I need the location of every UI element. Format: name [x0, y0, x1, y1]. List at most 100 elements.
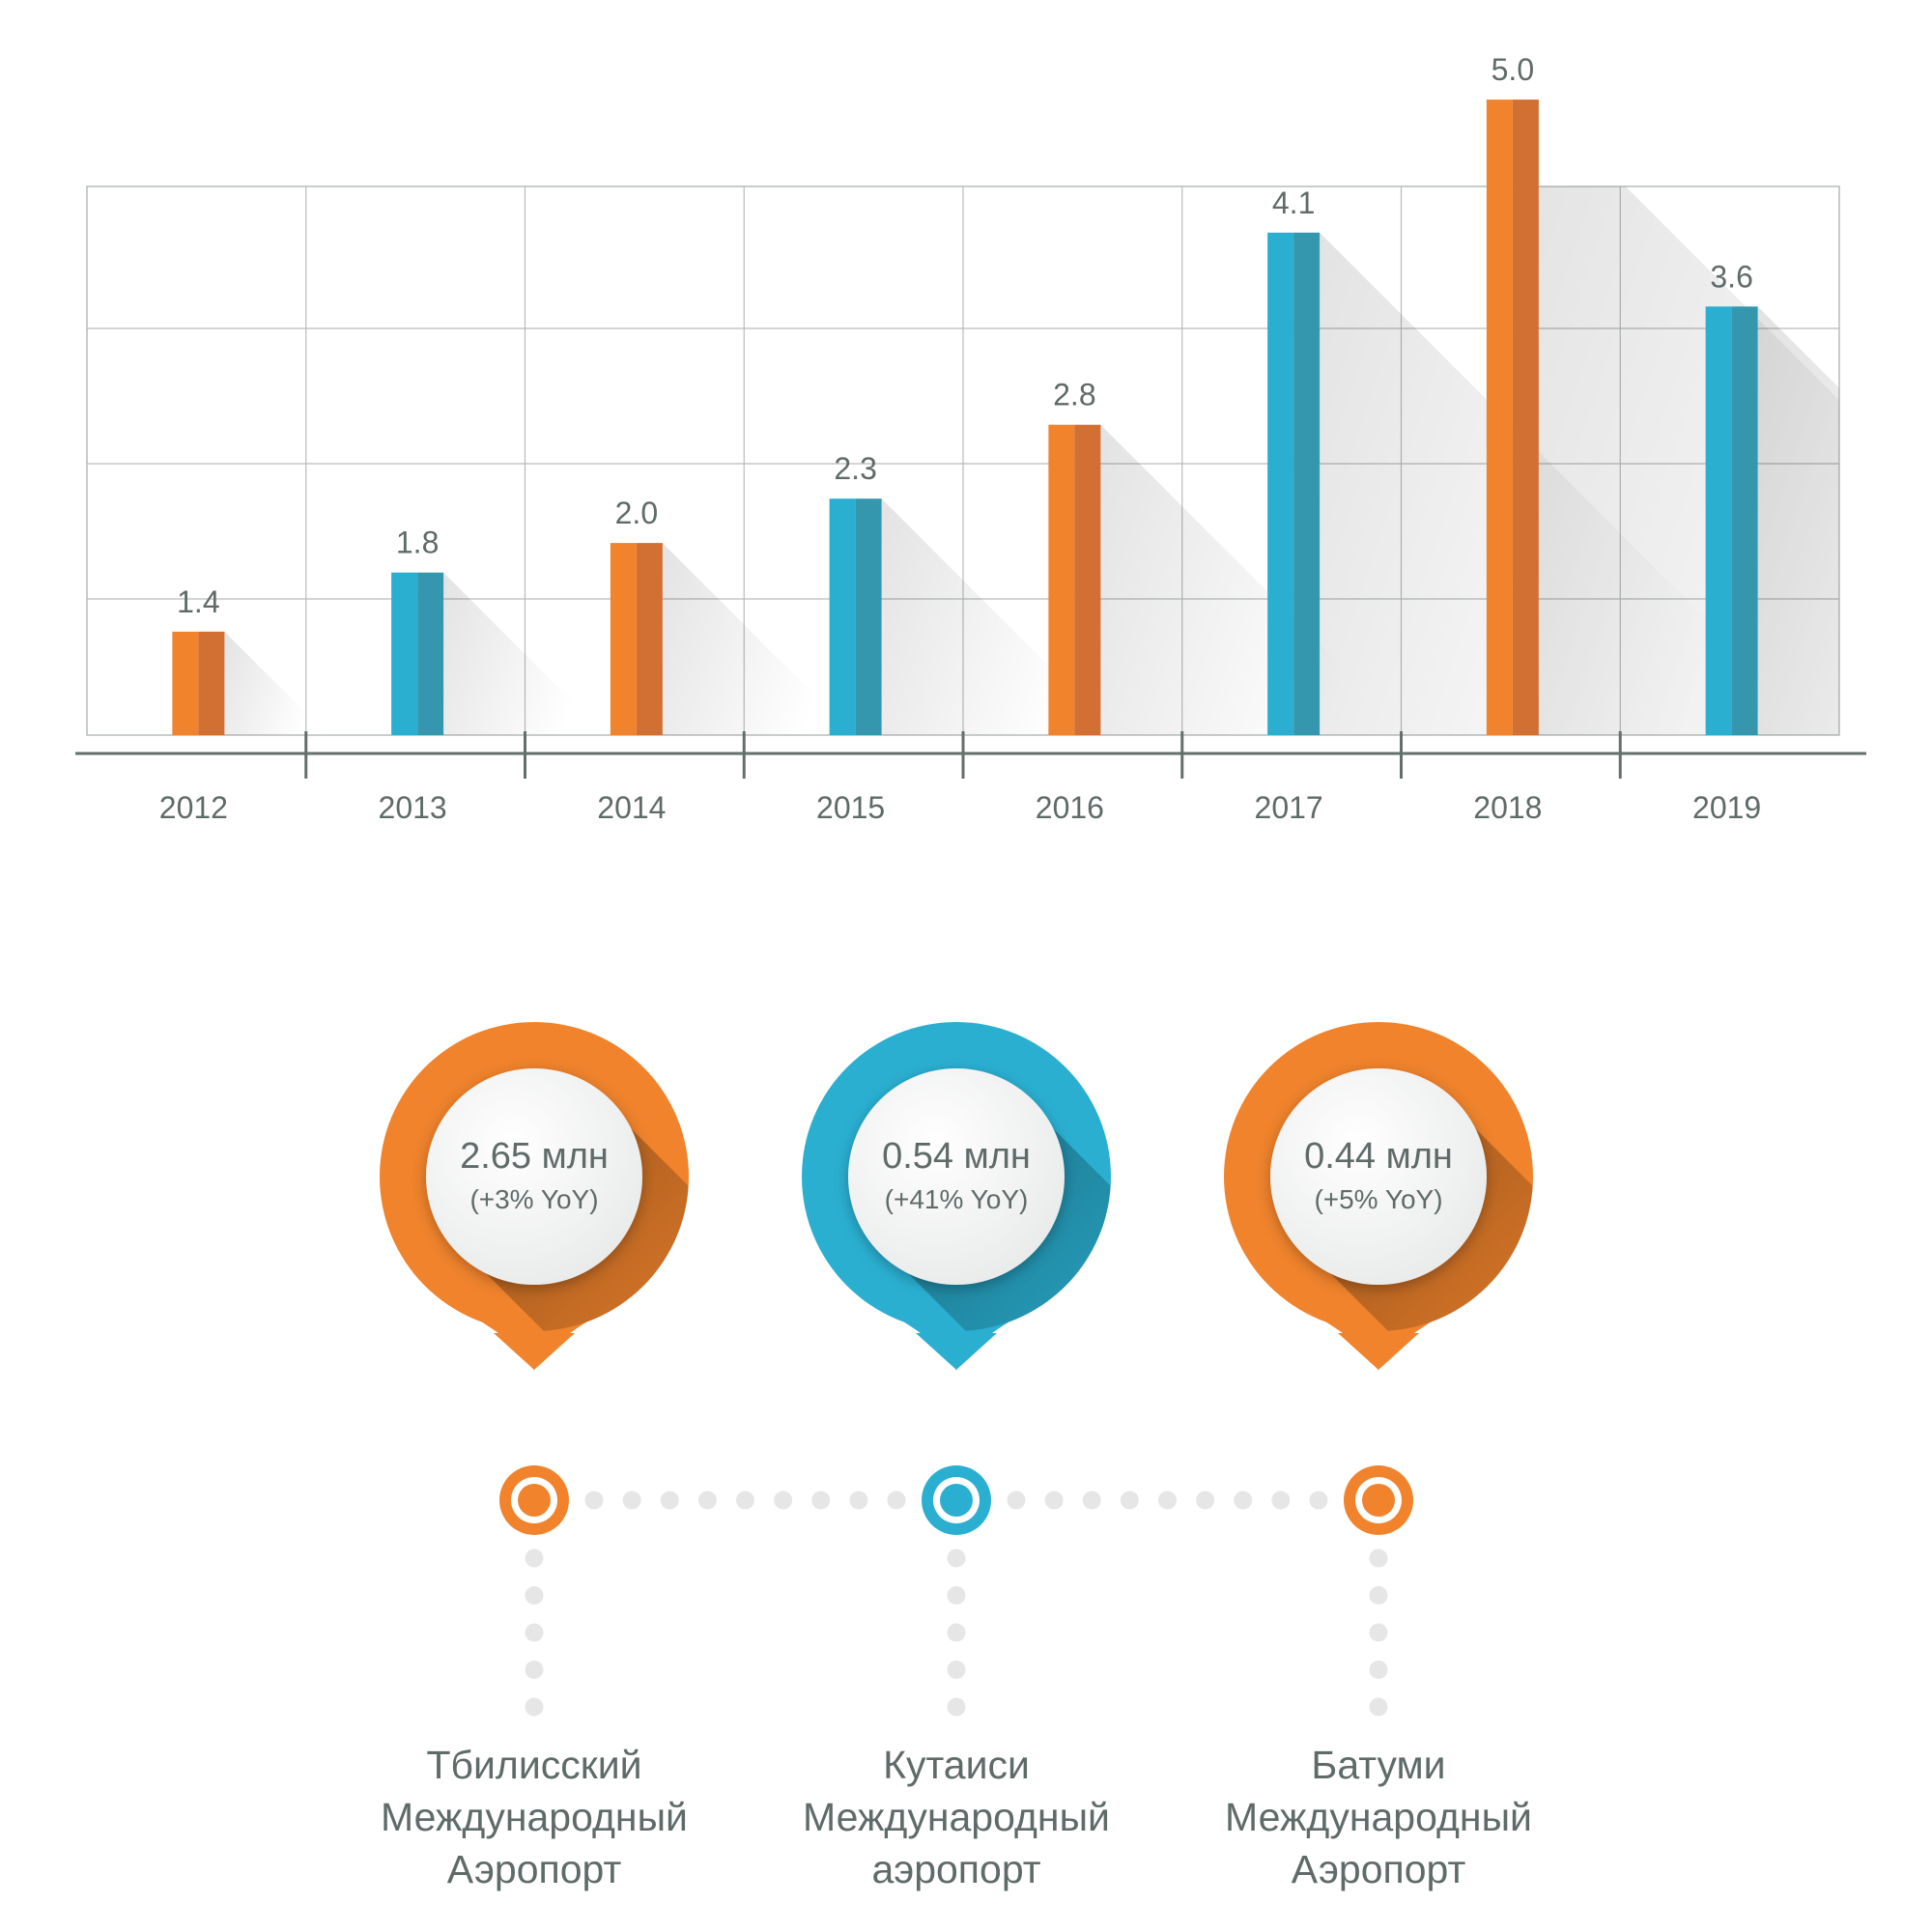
bar-2016 [1048, 424, 1075, 735]
timeline-node [922, 1465, 991, 1535]
tick-label-2013: 2013 [379, 790, 447, 825]
pin-inner-circle [426, 1068, 642, 1285]
connector-dot [1044, 1491, 1064, 1510]
bar-2018 [1486, 99, 1513, 736]
connector-dot [1120, 1491, 1139, 1510]
pin-yoy: (+41% YoY) [884, 1184, 1029, 1214]
x-axis: 2012 2013 2014 2015 2016 2017 2018 2019 [75, 731, 1866, 825]
tick-label-2017: 2017 [1255, 790, 1323, 825]
bar-side-2012 [198, 631, 225, 735]
tick-label-2015: 2015 [816, 790, 885, 825]
bar-side-2017 [1293, 232, 1321, 736]
airport-name-line: Международный [1225, 1795, 1532, 1839]
pin-yoy: (+5% YoY) [1314, 1184, 1443, 1214]
connector-dot [1369, 1548, 1388, 1568]
bars: 1.4 1.8 2.0 2.3 2.8 4.1 5.0 3.6 [172, 52, 1758, 736]
connector-dot [697, 1491, 717, 1510]
connector-dot [1007, 1491, 1026, 1510]
connector-dot [622, 1491, 641, 1510]
connector-dot [947, 1661, 966, 1679]
airport-name-line: Батуми [1311, 1743, 1446, 1787]
connector-dot [849, 1491, 868, 1510]
pin-tip [494, 1333, 575, 1370]
data-label-2015: 2.3 [834, 451, 876, 486]
data-label-2016: 2.8 [1053, 378, 1095, 412]
connector-dot [947, 1548, 966, 1568]
pin-value: 0.44 млн [1304, 1136, 1453, 1177]
data-label-2013: 1.8 [396, 526, 439, 560]
pin-tip [916, 1333, 997, 1370]
bar-side-2019 [1731, 306, 1758, 735]
airport-pin-tbilisi: 2.65 млн (+3% YoY) [380, 1022, 689, 1370]
connector-dot [525, 1697, 544, 1717]
map-pin [1224, 1022, 1533, 1372]
node-core [1362, 1484, 1395, 1517]
connector-dot [887, 1491, 906, 1510]
connector-dot [525, 1548, 544, 1568]
bar-2019 [1705, 306, 1732, 735]
connector-dot [1369, 1697, 1388, 1717]
connector-dot [1082, 1491, 1101, 1510]
node-core [940, 1484, 973, 1517]
timeline-node [1344, 1465, 1413, 1535]
connector-dot [584, 1491, 604, 1510]
airport-pins [380, 1022, 1533, 1372]
bar-side-2018 [1512, 99, 1539, 736]
bar-side-2015 [855, 498, 882, 735]
connector-dot [1158, 1491, 1177, 1510]
data-label-2018: 5.0 [1492, 52, 1534, 87]
connector-dot [1234, 1491, 1253, 1510]
airport-name-line: Кутаиси [883, 1743, 1030, 1787]
tick-label-2012: 2012 [159, 790, 228, 825]
connector-dot [947, 1697, 966, 1717]
pin-inner-circle [1270, 1068, 1487, 1285]
airport-pin-batumi: 0.44 млн (+5% YoY) [1224, 1022, 1533, 1370]
airport-name-line: аэропорт [871, 1847, 1041, 1891]
airport-name-line: Тбилисский [426, 1743, 642, 1787]
bar-shadow [224, 631, 324, 735]
node-core [518, 1484, 551, 1517]
connector-dot [1369, 1586, 1388, 1605]
timeline-node [499, 1465, 569, 1535]
airport-pin-kutaisi: 0.54 млн (+41% YoY) [802, 1022, 1111, 1370]
data-label-2012: 1.4 [177, 584, 219, 619]
bar-2013 [391, 572, 418, 735]
airport-name-line: Международный [381, 1795, 688, 1839]
airport-name-tbilisi: Тбилисский Международный Аэропорт [331, 1739, 737, 1895]
connector-dot [1196, 1491, 1215, 1510]
pin-inner-circle [848, 1068, 1065, 1285]
tick-label-2018: 2018 [1473, 790, 1542, 825]
connector-dot [1369, 1661, 1388, 1679]
connector-dot [736, 1491, 754, 1510]
connector-dot [1271, 1491, 1291, 1510]
airport-name-line: Аэропорт [446, 1847, 622, 1891]
bar-2012 [172, 631, 199, 735]
connector-dot [525, 1623, 544, 1642]
airport-name-line: Аэропорт [1291, 1847, 1466, 1891]
pin-value: 0.54 млн [882, 1136, 1031, 1177]
map-pin [802, 1022, 1111, 1372]
connector-dot [660, 1491, 679, 1510]
pin-value: 2.65 млн [460, 1136, 609, 1177]
tick-label-2019: 2019 [1692, 790, 1761, 825]
connector-dot [811, 1491, 831, 1510]
tick-label-2016: 2016 [1036, 790, 1104, 825]
airport-name-line: Международный [803, 1795, 1110, 1839]
bar-2017 [1267, 232, 1294, 736]
bar-side-2013 [417, 572, 444, 735]
pin-yoy: (+3% YoY) [469, 1184, 599, 1214]
data-label-2019: 3.6 [1710, 259, 1752, 294]
connector-dot [1309, 1491, 1328, 1510]
connector-dot [947, 1586, 966, 1605]
connector-dot [774, 1491, 793, 1510]
bar-shadow [443, 572, 599, 735]
bar-2015 [829, 498, 856, 735]
map-pin [380, 1022, 689, 1372]
data-label-2017: 4.1 [1272, 185, 1315, 220]
data-label-2014: 2.0 [615, 496, 658, 530]
connector-dot [525, 1586, 544, 1605]
timeline-dots [499, 1465, 1413, 1717]
bar-shadow [662, 543, 845, 735]
tick-label-2014: 2014 [597, 790, 666, 825]
